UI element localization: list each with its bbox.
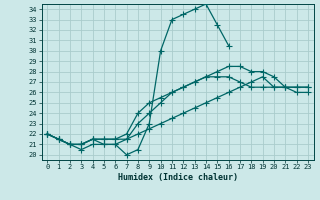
X-axis label: Humidex (Indice chaleur): Humidex (Indice chaleur) xyxy=(118,173,237,182)
